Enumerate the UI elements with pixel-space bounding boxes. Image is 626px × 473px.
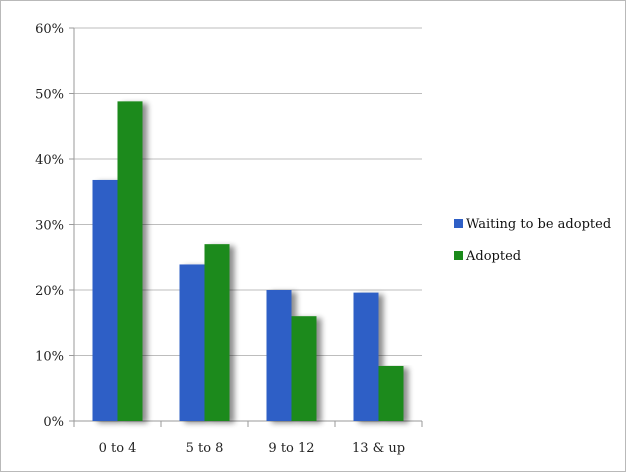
legend: Waiting to be adopted Adopted — [454, 217, 611, 264]
x-tick-label: 0 to 4 — [99, 441, 137, 456]
y-tick-label: 20% — [35, 284, 64, 299]
bar-waiting-2 — [266, 290, 292, 421]
legend-swatch — [454, 219, 463, 228]
y-tick-label: 60% — [35, 22, 64, 37]
bars — [92, 101, 404, 422]
x-tick-label: 9 to 12 — [268, 441, 314, 456]
y-tick-label: 10% — [35, 350, 64, 365]
legend-label: Adopted — [465, 249, 521, 264]
y-tick-label: 40% — [35, 153, 64, 168]
x-tick-label: 13 & up — [352, 441, 405, 456]
y-tick-label: 50% — [35, 88, 64, 103]
legend-swatch — [454, 251, 463, 260]
bar-waiting-1 — [179, 264, 205, 421]
bar-adopted-3 — [378, 365, 404, 421]
bar-adopted-0 — [117, 101, 143, 422]
y-tick-label: 30% — [35, 219, 64, 234]
legend-label: Waiting to be adopted — [466, 217, 611, 232]
y-tick-label: 0% — [43, 415, 64, 430]
tick-labels: 0% 10% 20% 30% 40% 50% 60% 0 to 4 5 to 8 9 to 12 1… — [35, 22, 405, 456]
bar-adopted-1 — [204, 244, 230, 421]
bar-adopted-2 — [291, 316, 317, 421]
x-tick-label: 5 to 8 — [186, 441, 224, 456]
bar-waiting-0 — [92, 179, 118, 421]
bar-waiting-3 — [353, 292, 379, 421]
